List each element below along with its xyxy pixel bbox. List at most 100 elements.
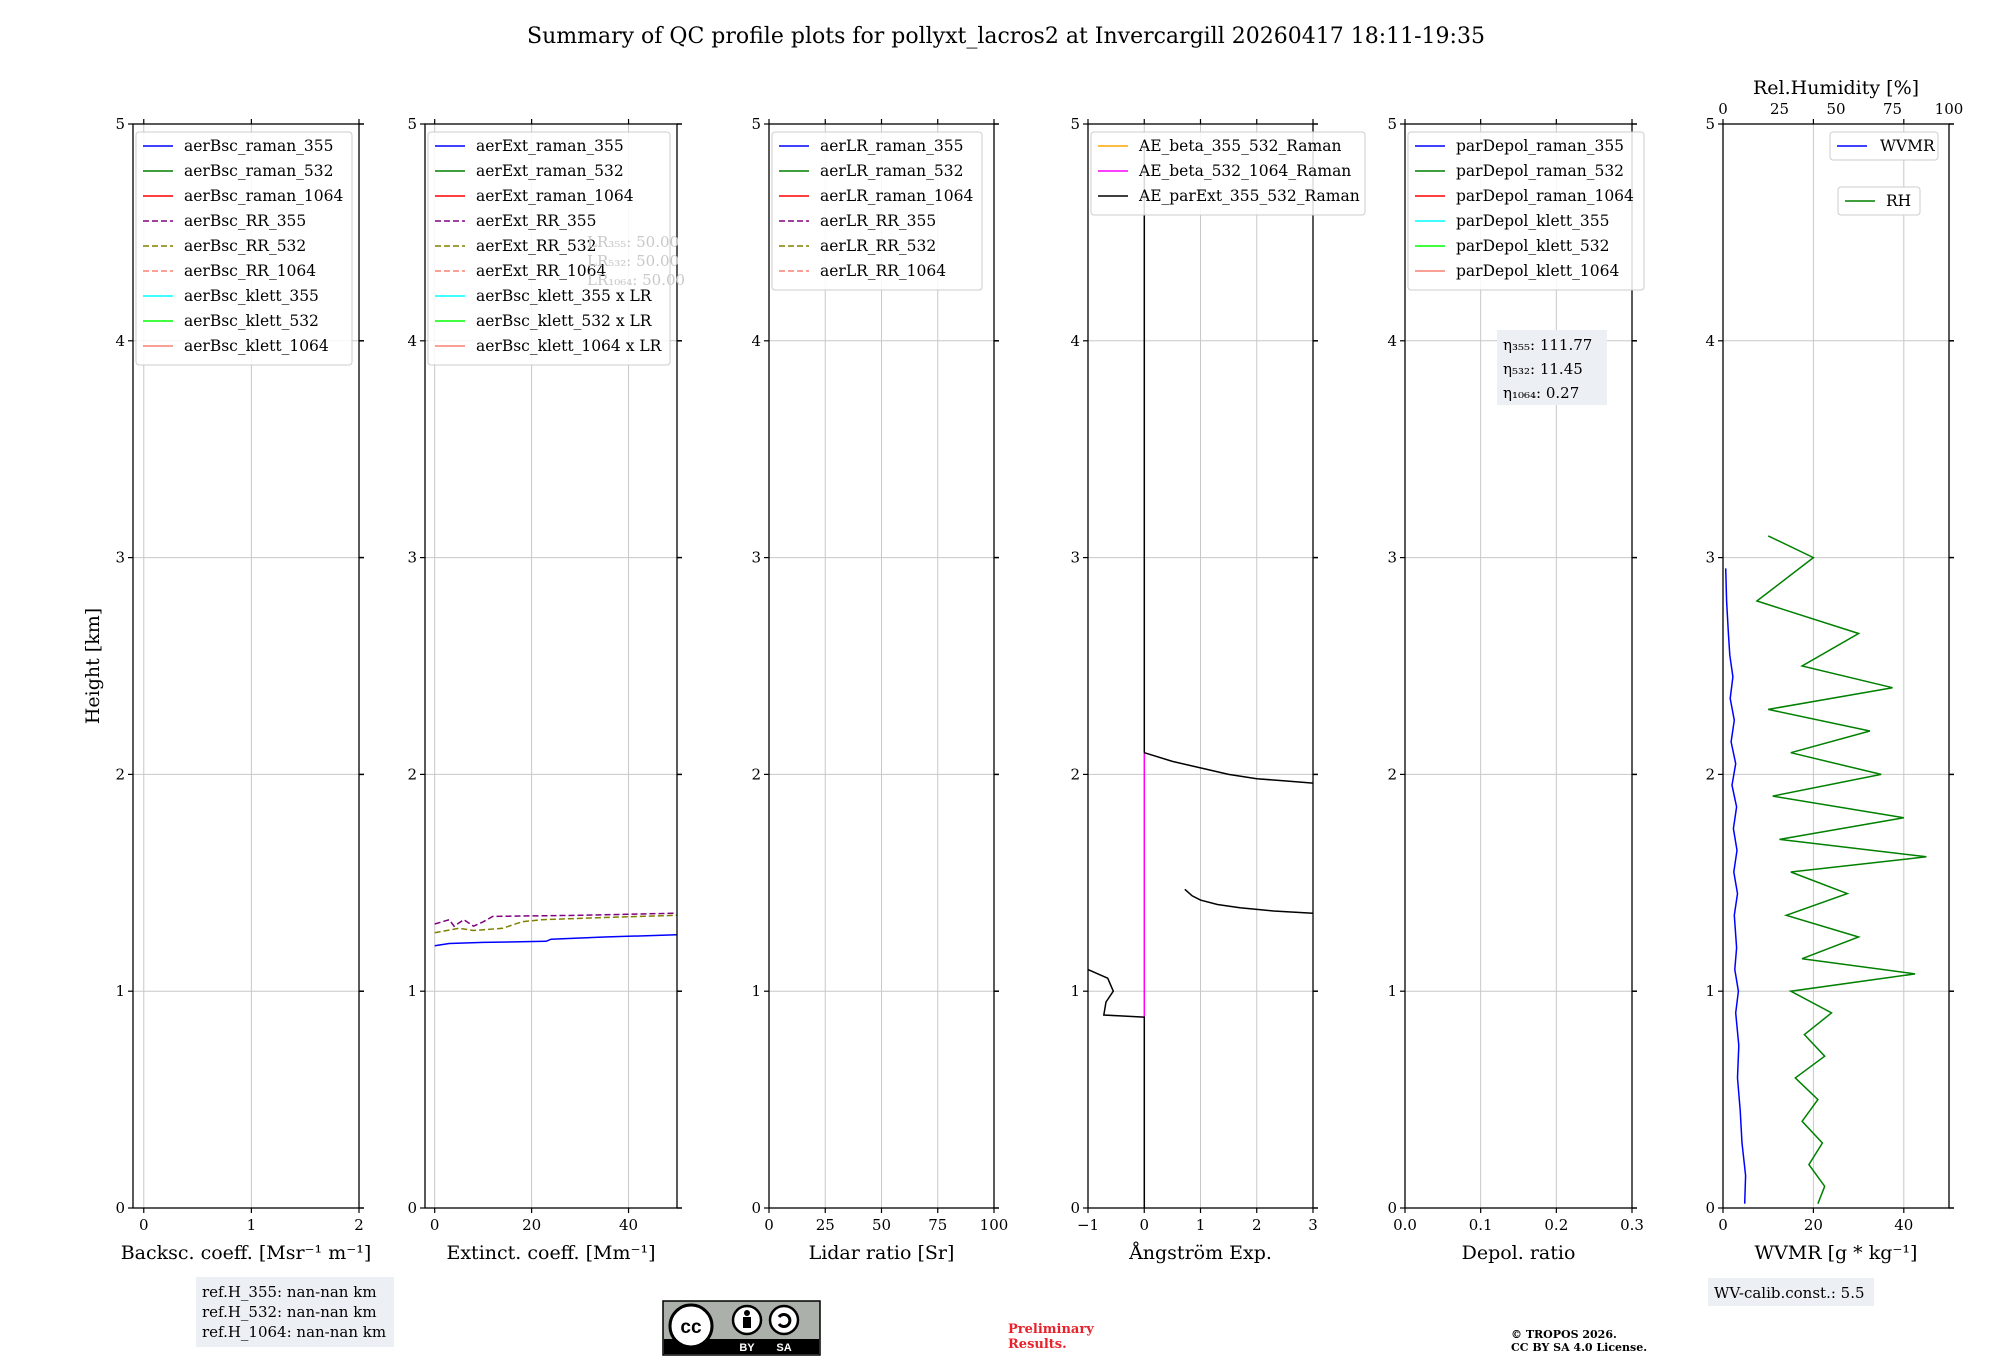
refh-532: ref.H_532: nan-nan km — [202, 1303, 377, 1321]
y-tick-label: 0 — [1387, 1199, 1397, 1217]
y-tick-label: 4 — [115, 332, 125, 350]
panel-lr: 0 25 50 75 100 0 1 2 3 4 5 Lidar ratio [Sr] aerLR_ra… — [751, 115, 1008, 1264]
series-line-RH — [1755, 535, 1927, 1204]
legend-label: WVMR — [1880, 137, 1936, 155]
legend-label: aerLR_RR_532 — [820, 237, 936, 255]
axes-frame — [1404, 123, 1633, 1209]
legend-label: RH — [1886, 192, 1911, 210]
x2-tick-label: 100 — [1935, 100, 1964, 118]
axes-frame — [1722, 123, 1950, 1209]
legend: aerBsc_raman_355 aerBsc_raman_532 aerBsc_r… — [135, 131, 353, 366]
x-tick-label: 1 — [1196, 1216, 1206, 1234]
y-tick-label: 5 — [115, 115, 125, 133]
x-tick-label: 0 — [1718, 1216, 1728, 1234]
x2-axis-label: Rel.Humidity [%] — [1753, 77, 1919, 99]
y-tick-label: 4 — [751, 332, 761, 350]
y-axis-label: Height [km] — [82, 608, 104, 724]
y-tick-label: 2 — [1705, 765, 1715, 783]
series-line-AE_parExt_355_532_Raman_c — [1144, 751, 1313, 784]
axes-frame — [132, 123, 360, 1209]
preliminary-line-1: Preliminary — [1008, 1322, 1094, 1337]
by-label: BY — [739, 1342, 755, 1354]
x2-tick-label: 75 — [1883, 100, 1902, 118]
y-tick-label: 0 — [1705, 1199, 1715, 1217]
panel-depol: 0.0 0.1 0.2 0.3 0 1 2 3 4 5 Depol. ratio parDepol_r… — [1387, 115, 1645, 1264]
x-tick-label: 0 — [430, 1216, 440, 1234]
x-axis-label: WVMR [g * kg⁻¹] — [1755, 1242, 1918, 1264]
y-tick-label: 1 — [1705, 982, 1715, 1000]
calib-text: WV-calib.const.: 5.5 — [1714, 1284, 1865, 1302]
x-tick-label: 0.3 — [1620, 1216, 1644, 1234]
eta-annotation: η₃₅₅: 111.77 η₅₃₂: 11.45 η₁₀₆₄: 0.27 — [1497, 330, 1607, 405]
legend-label: aerBsc_RR_532 — [184, 237, 306, 255]
x-tick-label: 0 — [1139, 1216, 1149, 1234]
x-tick-label: 25 — [816, 1216, 835, 1234]
x2-tick-label: 25 — [1770, 100, 1789, 118]
y-tick-label: 2 — [751, 765, 761, 783]
x-tick-label: 1 — [247, 1216, 257, 1234]
lr-text: LR₃₅₅: 50.00 — [587, 233, 679, 251]
y-tick-label: 3 — [1070, 549, 1080, 567]
y-tick-label: 1 — [407, 982, 417, 1000]
by-person-icon — [744, 1310, 750, 1316]
copyright-line-2: CC BY SA 4.0 License. — [1511, 1341, 1647, 1354]
y-tick-label: 4 — [1070, 332, 1080, 350]
legend-label: aerBsc_raman_1064 — [184, 187, 344, 205]
y-tick-label: 3 — [407, 549, 417, 567]
eta-text: η₅₃₂: 11.45 — [1503, 360, 1583, 378]
series-line-aerExt_RR_355 — [434, 912, 677, 928]
legend-label: aerBsc_raman_532 — [184, 162, 334, 180]
series-line-WVMR — [1724, 568, 1747, 1204]
x-tick-label: 3 — [1308, 1216, 1318, 1234]
y-tick-label: 4 — [1387, 332, 1397, 350]
legend-box — [1090, 131, 1366, 216]
y-tick-label: 2 — [1387, 765, 1397, 783]
y-tick-label: 1 — [1387, 982, 1397, 1000]
legend-label: aerExt_RR_1064 — [476, 262, 607, 280]
x2-tick-label: 50 — [1826, 100, 1845, 118]
x-tick-label: 20 — [522, 1216, 541, 1234]
legend: parDepol_raman_355 parDepol_raman_532 parD… — [1407, 131, 1645, 291]
legend-label: aerLR_raman_355 — [820, 137, 963, 155]
x-tick-label: −1 — [1077, 1216, 1099, 1234]
legend-label: aerExt_raman_1064 — [476, 187, 634, 205]
legend-label: parDepol_klett_355 — [1456, 212, 1609, 230]
legend-label: aerExt_raman_532 — [476, 162, 624, 180]
x-tick-label: 2 — [1252, 1216, 1262, 1234]
eta-text: η₁₀₆₄: 0.27 — [1503, 384, 1579, 402]
y-tick-label: 3 — [751, 549, 761, 567]
y-tick-label: 4 — [1705, 332, 1715, 350]
lr-text: LR₁₀₆₄: 50.00 — [587, 271, 685, 289]
panel-ext: 0 20 40 0 1 2 3 4 5 Extinct. coeff. [Mm⁻¹] aerExt_… — [407, 115, 685, 1264]
x-tick-label: 20 — [1804, 1216, 1823, 1234]
legend-label: aerBsc_raman_355 — [184, 137, 334, 155]
y-tick-label: 4 — [407, 332, 417, 350]
y-tick-label: 0 — [751, 1199, 761, 1217]
legend-label: aerBsc_klett_1064 — [184, 337, 329, 355]
x-axis-label: Ångström Exp. — [1128, 1242, 1272, 1264]
sa-label: SA — [776, 1342, 791, 1354]
legend-label: aerExt_RR_355 — [476, 212, 597, 230]
y-tick-label: 5 — [751, 115, 761, 133]
x-tick-label: 100 — [980, 1216, 1009, 1234]
legend-label: parDepol_raman_532 — [1456, 162, 1624, 180]
legend-label: aerBsc_RR_1064 — [184, 262, 316, 280]
legend-label: aerBsc_klett_355 x LR — [476, 287, 653, 305]
legend-label: parDepol_klett_1064 — [1456, 262, 1619, 280]
y-tick-label: 3 — [1387, 549, 1397, 567]
y-tick-label: 5 — [1070, 115, 1080, 133]
legend-label: aerBsc_klett_355 — [184, 287, 319, 305]
legend-label: aerBsc_RR_355 — [184, 212, 306, 230]
x-tick-label: 40 — [619, 1216, 638, 1234]
y-tick-label: 2 — [407, 765, 417, 783]
x-tick-label: 0.1 — [1469, 1216, 1493, 1234]
legend: aerExt_raman_355 aerExt_raman_532 aerExt_r… — [427, 131, 671, 366]
legend-box — [427, 131, 671, 366]
y-tick-label: 1 — [751, 982, 761, 1000]
refh-annotation: ref.H_355: nan-nan km ref.H_532: nan-nan… — [196, 1277, 394, 1347]
legend: aerLR_raman_355 aerLR_raman_532 aerLR_rama… — [771, 131, 983, 291]
legend-label: AE_beta_532_1064_Raman — [1138, 162, 1351, 180]
